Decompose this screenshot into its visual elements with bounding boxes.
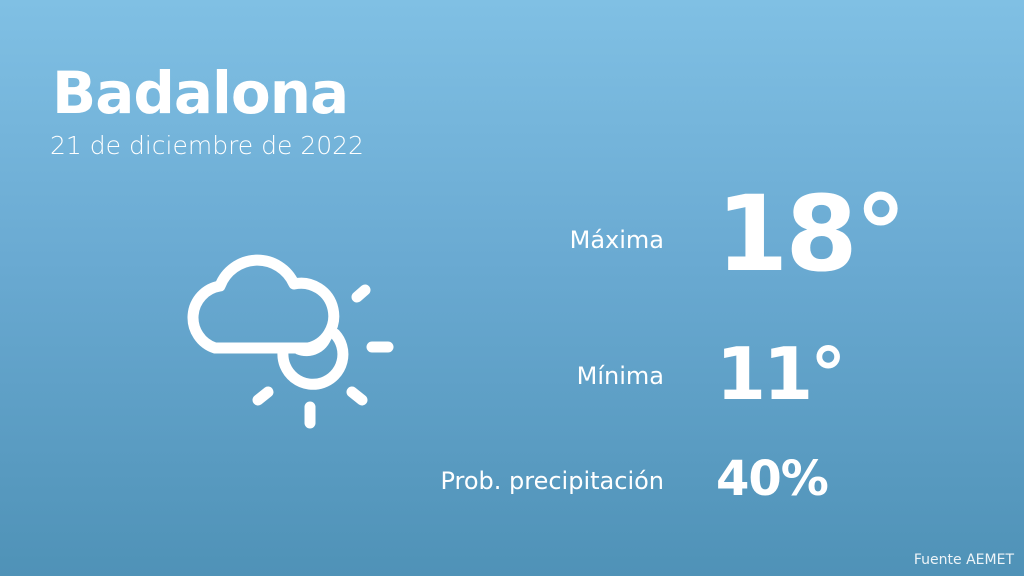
source-credit: Fuente AEMET xyxy=(913,552,1014,568)
cloud-sun-icon xyxy=(187,254,394,429)
forecast-date: 21 de diciembre de 2022 xyxy=(50,131,364,160)
precip-label: Prob. precipitación xyxy=(440,467,664,495)
min-value: 11° xyxy=(716,332,846,416)
min-label: Mínima xyxy=(576,362,664,390)
max-value: 18° xyxy=(716,173,907,295)
max-label: Máxima xyxy=(569,226,664,254)
precip-value: 40% xyxy=(716,451,829,507)
city-name: Badalona xyxy=(52,59,349,127)
